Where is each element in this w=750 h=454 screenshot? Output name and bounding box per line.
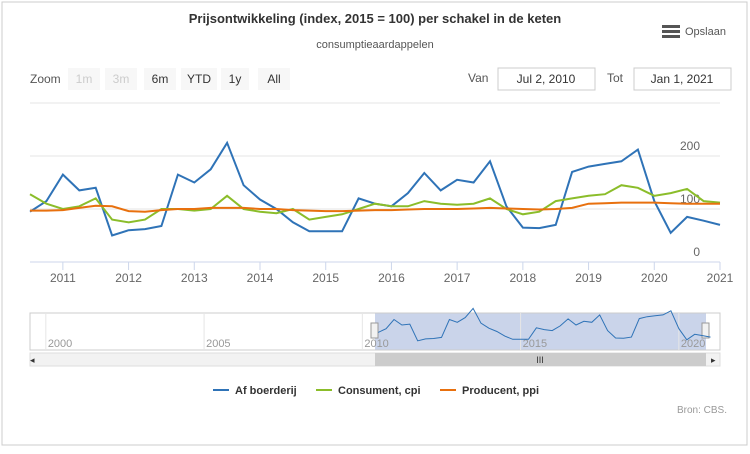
zoom-button[interactable] xyxy=(68,68,100,90)
zoom-button-label: 6m xyxy=(152,72,169,86)
x-tick-label: 2012 xyxy=(115,271,142,285)
scrollbar-grip: III xyxy=(536,355,544,365)
range-from-label: Van xyxy=(468,71,488,85)
line xyxy=(30,201,720,213)
zoom-button-label: 1m xyxy=(76,72,93,86)
menu[interactable]: Opslaan xyxy=(662,25,726,38)
range-from: Jul 2, 2010 xyxy=(517,72,576,86)
x-tick-label: 2019 xyxy=(575,271,602,285)
x-tick-label: 2016 xyxy=(378,271,405,285)
source: Bron: CBS. xyxy=(677,405,727,416)
chart-subtitle: consumptieaardappelen xyxy=(316,39,433,51)
y-tick-label: 200 xyxy=(680,139,700,153)
navigator-tick-label: 2010 xyxy=(364,338,388,350)
navigator-frame xyxy=(29,312,721,351)
navigator-handle[interactable] xyxy=(701,322,710,339)
navigator-tick-label: 2020 xyxy=(681,338,705,350)
x-tick-label: 2013 xyxy=(181,271,208,285)
legend-label[interactable]: Producent, ppi xyxy=(462,385,539,397)
x-tick-label: 2021 xyxy=(707,271,734,285)
zoom-button[interactable] xyxy=(258,68,290,90)
menu-icon xyxy=(662,30,680,33)
navigator-mask xyxy=(375,313,706,350)
range-to-input[interactable] xyxy=(633,67,732,91)
zoom-button[interactable] xyxy=(181,68,217,90)
x-tick-label: 2020 xyxy=(641,271,668,285)
x-tick-label: 2017 xyxy=(444,271,471,285)
menu-icon xyxy=(662,25,680,28)
navigator-tick-label: 2005 xyxy=(206,338,230,350)
navigator-line xyxy=(377,307,711,342)
scrollbar-thumb[interactable] xyxy=(375,353,706,366)
range-to-label: Tot xyxy=(607,71,624,85)
navigator-tick-label: 2015 xyxy=(523,338,547,350)
zoom-button-label: 3m xyxy=(113,72,130,86)
scroll-right[interactable]: ▸ xyxy=(711,355,716,365)
legend-label[interactable]: Af boerderij xyxy=(235,385,297,397)
zoom-button-label: 1y xyxy=(229,72,242,86)
zoom-button[interactable] xyxy=(221,68,249,90)
legend-label[interactable]: Consument, cpi xyxy=(338,385,421,397)
zoom-label: Zoom xyxy=(30,72,61,86)
menu-label: Opslaan xyxy=(685,26,726,38)
x-tick-label: 2011 xyxy=(50,271,76,285)
range-to: Jan 1, 2021 xyxy=(651,72,714,86)
menu-icon xyxy=(662,35,680,38)
zoom-button-label: YTD xyxy=(187,72,211,86)
chart-title: Prijsontwikkeling (index, 2015 = 100) pe… xyxy=(189,11,562,26)
navigator-handle[interactable] xyxy=(370,322,379,339)
x-tick-label: 2018 xyxy=(510,271,537,285)
zoom-button-label: All xyxy=(267,72,280,86)
y-tick-label: 0 xyxy=(693,245,700,259)
line xyxy=(29,184,721,224)
zoom-button[interactable] xyxy=(144,68,176,90)
scroll-left[interactable]: ◂ xyxy=(30,355,35,365)
range-from-input[interactable] xyxy=(497,67,596,91)
zoom-button[interactable] xyxy=(105,68,137,90)
x-tick-label: 2014 xyxy=(247,271,274,285)
navigator-tick-label: 2000 xyxy=(48,338,72,350)
x-tick-label: 2015 xyxy=(312,271,339,285)
